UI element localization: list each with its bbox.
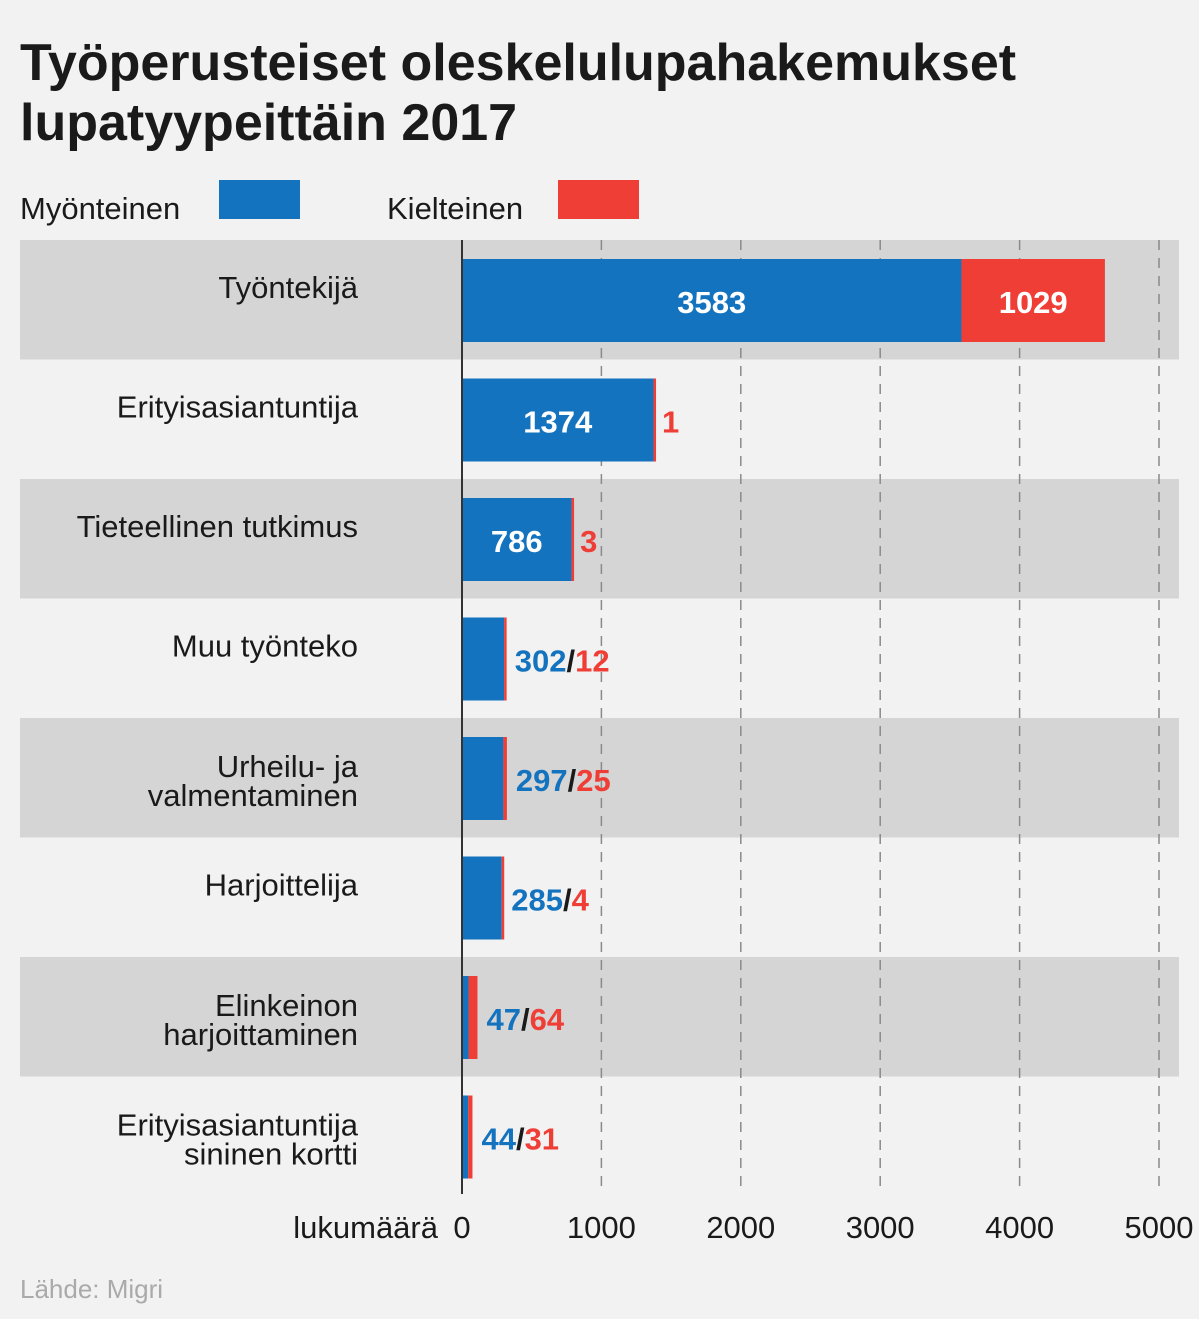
value-label-positive: 1374 xyxy=(523,405,593,440)
category-label: Tieteellinen tutkimus xyxy=(77,509,358,544)
bar-negative xyxy=(504,617,507,701)
x-tick-label: 1000 xyxy=(567,1210,636,1245)
bar-negative xyxy=(961,259,1105,342)
legend-label-negative: Kielteinen xyxy=(387,191,523,226)
bar-positive xyxy=(462,1095,469,1179)
category-label: Urheilu- ja xyxy=(217,749,359,784)
bars xyxy=(462,259,1105,1179)
x-tick-label: 4000 xyxy=(985,1210,1054,1245)
category-label: Harjoittelija xyxy=(205,868,359,903)
category-labels: Työntekijä Erityisasiantuntija Tieteelline… xyxy=(77,270,359,1172)
value-label: 297/25 xyxy=(516,763,611,798)
value-label-negative: 1 xyxy=(662,405,679,440)
value-label-positive: 3583 xyxy=(677,285,746,320)
value-label-negative: 1029 xyxy=(999,285,1068,320)
category-label: Erityisasiantuntija xyxy=(117,390,359,425)
row-band xyxy=(20,718,1179,838)
category-label: Työntekijä xyxy=(218,270,358,305)
legend-swatch-positive xyxy=(219,180,300,219)
bar-negative xyxy=(501,856,505,940)
legend-label-positive: Myönteinen xyxy=(20,191,180,226)
x-tick-label: 3000 xyxy=(846,1210,915,1245)
value-label: 47/64 xyxy=(486,1002,564,1037)
category-label: valmentaminen xyxy=(148,778,358,813)
value-label-negative: 3 xyxy=(580,524,597,559)
category-label: Muu työnteko xyxy=(172,629,358,664)
row-band xyxy=(20,479,1179,599)
value-label: 285/4 xyxy=(511,883,589,918)
bar-positive xyxy=(462,378,654,462)
chart-title-line2: lupatyypeittäin 2017 xyxy=(20,94,517,152)
x-tick-label: 5000 xyxy=(1125,1210,1194,1245)
bar-positive xyxy=(462,617,505,701)
bar-negative xyxy=(503,737,507,820)
grid-lines xyxy=(600,240,1160,1192)
bar-positive xyxy=(462,498,572,581)
bar-negative xyxy=(468,976,478,1059)
row-band xyxy=(20,957,1179,1077)
value-label: 44/31 xyxy=(481,1122,559,1157)
chart-title-line1: Työperusteiset oleskelulupahakemukset xyxy=(20,34,1016,92)
bar-positive xyxy=(462,976,469,1059)
category-label: Erityisasiantuntija xyxy=(117,1108,359,1143)
bar-positive xyxy=(462,737,504,820)
bar-negative xyxy=(468,1095,473,1179)
value-label-positive: 786 xyxy=(491,524,543,559)
value-labels: 3583 1029 1374 1 786 3 302/12 297/25 285/4 47/64 4… xyxy=(481,285,1067,1157)
bar-negative xyxy=(571,498,575,581)
x-tick-label: 0 xyxy=(453,1210,470,1245)
category-label: harjoittaminen xyxy=(163,1017,358,1052)
value-label: 302/12 xyxy=(515,644,610,679)
legend-swatch-negative xyxy=(558,180,639,219)
x-tick-label: 2000 xyxy=(706,1210,775,1245)
category-label: Elinkeinon xyxy=(215,988,358,1023)
x-axis-label: lukumäärä xyxy=(293,1210,438,1245)
source-note: Lähde: Migri xyxy=(20,1274,163,1304)
category-label: sininen kortti xyxy=(184,1137,358,1172)
bar-positive xyxy=(462,856,502,940)
bar-negative xyxy=(653,378,657,462)
bar-positive xyxy=(462,259,962,342)
x-tick-labels: 0 1000 2000 3000 4000 5000 xyxy=(453,1210,1193,1245)
